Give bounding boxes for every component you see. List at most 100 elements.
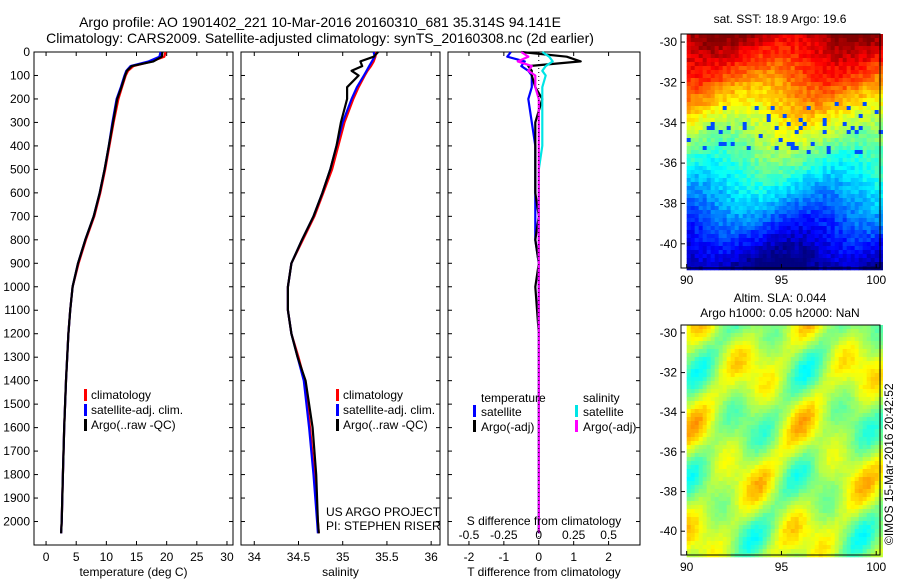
depth-tick-label: 1000 xyxy=(3,280,30,294)
sst-map-ytick-label: -40 xyxy=(660,237,678,251)
sla-map-subtitle: Argo h1000: 0.05 h2000: NaN xyxy=(700,306,859,320)
temperature-series-line xyxy=(60,51,164,534)
credit-text: ©IMOS 15-Mar-2016 20:42:52 xyxy=(882,383,896,545)
temperature-xtick-label: 15 xyxy=(130,550,144,564)
temperature-xlabel: temperature (deg C) xyxy=(79,565,187,579)
salinity-xtick-label: 36 xyxy=(424,550,438,564)
difference-xtick-label: 2 xyxy=(605,550,612,564)
difference-xlabel: T difference from climatology xyxy=(467,565,621,579)
annotation-pi: PI: STEPHEN RISER xyxy=(326,519,441,533)
difference-xtick-label: -2 xyxy=(464,550,475,564)
depth-tick-label: 1100 xyxy=(4,303,30,317)
salinity-xtick-label: 34 xyxy=(248,550,262,564)
difference-xtick-label: 0 xyxy=(535,550,542,564)
sla-map-ytick-label: -34 xyxy=(660,405,678,419)
depth-tick-label: 1300 xyxy=(3,350,30,364)
difference-frame xyxy=(447,51,641,546)
annotation-project: US ARGO PROJECT xyxy=(326,505,441,519)
sla-map-ytick-label: -30 xyxy=(660,326,678,340)
temperature-series-line xyxy=(60,51,162,534)
legend-temperature-swatch xyxy=(473,420,476,432)
sst-map-xtick-label: 100 xyxy=(866,273,886,287)
legend-salinity-swatch xyxy=(575,405,578,417)
sst-map-title: sat. SST: 18.9 Argo: 19.6 xyxy=(714,12,847,26)
temperature-legend-swatch xyxy=(84,389,87,401)
legend-salinity-title: salinity xyxy=(583,391,620,405)
sla-map-title: Altim. SLA: 0.044 xyxy=(734,291,827,305)
legend-temperature-swatch xyxy=(473,405,476,417)
temperature-xtick-label: 30 xyxy=(220,550,234,564)
temperature-frame xyxy=(33,51,234,546)
difference-x2tick-label: -0.5 xyxy=(459,528,480,542)
depth-tick-label: 1700 xyxy=(3,444,30,458)
chart-title-line1: Argo profile: AO 1901402_221 10-Mar-2016… xyxy=(79,14,561,30)
depth-tick-label: 600 xyxy=(10,186,30,200)
sla-map-xtick-label: 90 xyxy=(680,560,694,574)
difference-series-line xyxy=(506,51,540,534)
salinity-legend-swatch xyxy=(336,404,339,416)
sla-map-ytick-label: -38 xyxy=(660,485,678,499)
sla-map-cells xyxy=(686,325,883,558)
temperature-legend-swatch xyxy=(84,404,87,416)
difference-x2tick-label: 0 xyxy=(535,528,542,542)
sst-map-xtick-label: 90 xyxy=(680,273,694,287)
chart-title-line2: Climatology: CARS2009. Satellite-adjuste… xyxy=(46,30,594,46)
depth-tick-label: 700 xyxy=(10,209,30,223)
legend-temperature-title: temperature xyxy=(481,391,546,405)
difference-xtick-label: -1 xyxy=(499,550,510,564)
temperature-xtick-label: 5 xyxy=(73,550,80,564)
salinity-xtick-label: 34.5 xyxy=(287,550,311,564)
sla-map-ytick-label: -36 xyxy=(660,445,678,459)
salinity-series-line xyxy=(286,51,378,534)
difference-series-line xyxy=(537,51,554,534)
sst-map-frame xyxy=(680,33,881,269)
legend-temperature-label: Argo(-adj) xyxy=(481,420,534,434)
temperature-xtick-label: 10 xyxy=(100,550,114,564)
temperature-legend-label: Argo(..raw -QC) xyxy=(91,418,176,432)
difference-x2tick-label: 0.25 xyxy=(562,528,586,542)
depth-tick-label: 1600 xyxy=(3,421,30,435)
sla-map-ytick-label: -40 xyxy=(660,524,678,538)
temperature-legend-label: climatology xyxy=(91,388,151,402)
salinity-xlabel: salinity xyxy=(322,565,359,579)
legend-salinity-label: satellite xyxy=(583,405,624,419)
depth-tick-label: 1400 xyxy=(3,374,30,388)
depth-tick-label: 500 xyxy=(10,162,30,176)
depth-tick-label: 1800 xyxy=(3,468,30,482)
temperature-legend-swatch xyxy=(84,419,87,431)
sst-map-cells xyxy=(686,34,883,271)
depth-tick-label: 300 xyxy=(10,115,30,129)
legend-salinity-swatch xyxy=(575,420,578,432)
temperature-xtick-label: 20 xyxy=(160,550,174,564)
depth-tick-label: 900 xyxy=(10,256,30,270)
sst-map-ytick-label: -34 xyxy=(660,116,678,130)
sst-map-ytick-label: -32 xyxy=(660,75,678,89)
difference-x2tick-label: -0.25 xyxy=(490,528,518,542)
difference-series-line xyxy=(521,50,582,534)
temperature-xtick-label: 0 xyxy=(43,550,50,564)
difference-x2label: S difference from climatology xyxy=(467,514,622,528)
legend-temperature-label: satellite xyxy=(481,405,522,419)
salinity-legend-swatch xyxy=(336,419,339,431)
salinity-legend-label: climatology xyxy=(343,388,403,402)
depth-tick-label: 200 xyxy=(10,92,30,106)
sla-map-xtick-label: 100 xyxy=(866,560,886,574)
sla-map-frame xyxy=(680,324,881,556)
difference-x2tick-label: 0.5 xyxy=(600,528,617,542)
depth-tick-label: 800 xyxy=(10,233,30,247)
salinity-frame xyxy=(240,51,441,546)
salinity-xtick-label: 35.5 xyxy=(375,550,399,564)
salinity-legend-label: Argo(..raw -QC) xyxy=(343,418,428,432)
salinity-legend-swatch xyxy=(336,389,339,401)
temperature-legend-label: satellite-adj. clim. xyxy=(91,403,183,417)
sst-map-xtick-label: 95 xyxy=(775,273,789,287)
depth-tick-label: 2000 xyxy=(3,515,30,529)
sst-map-ytick-label: -36 xyxy=(660,156,678,170)
salinity-legend-label: satellite-adj. clim. xyxy=(343,403,435,417)
salinity-series-line xyxy=(286,51,376,534)
depth-tick-label: 100 xyxy=(10,68,30,82)
depth-tick-label: 400 xyxy=(10,139,30,153)
depth-tick-label: 1900 xyxy=(3,491,30,505)
sla-map-ytick-label: -32 xyxy=(660,366,678,380)
